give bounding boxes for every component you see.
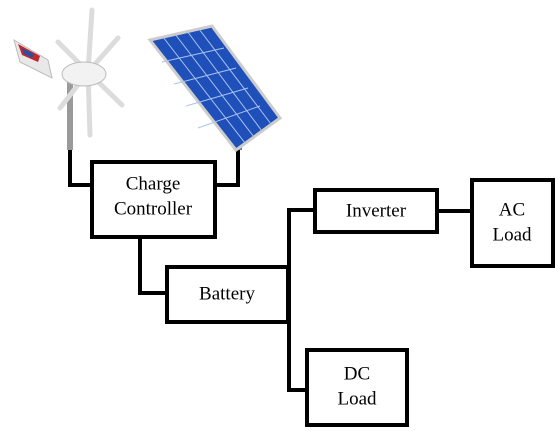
node-label: Controller bbox=[114, 198, 193, 219]
node-label: Battery bbox=[199, 283, 255, 304]
ac-load-box bbox=[472, 180, 553, 266]
diagram: Charge Controller Battery Inverter AC Lo… bbox=[0, 0, 558, 431]
node-label: Load bbox=[492, 224, 532, 245]
page: {"nodes": [ {"lines": ["Charge", "Contro… bbox=[0, 0, 558, 431]
wires bbox=[70, 95, 472, 390]
node-label: Inverter bbox=[346, 200, 407, 221]
node-label: AC bbox=[499, 199, 525, 220]
solar-panel bbox=[150, 26, 280, 150]
node-label: Load bbox=[337, 388, 377, 409]
wind-turbine bbox=[14, 10, 122, 150]
node-label: DC bbox=[344, 363, 370, 384]
turbine-hub bbox=[62, 62, 106, 86]
wire bbox=[215, 148, 238, 185]
wire bbox=[140, 237, 167, 293]
node-label: Charge bbox=[126, 173, 181, 194]
